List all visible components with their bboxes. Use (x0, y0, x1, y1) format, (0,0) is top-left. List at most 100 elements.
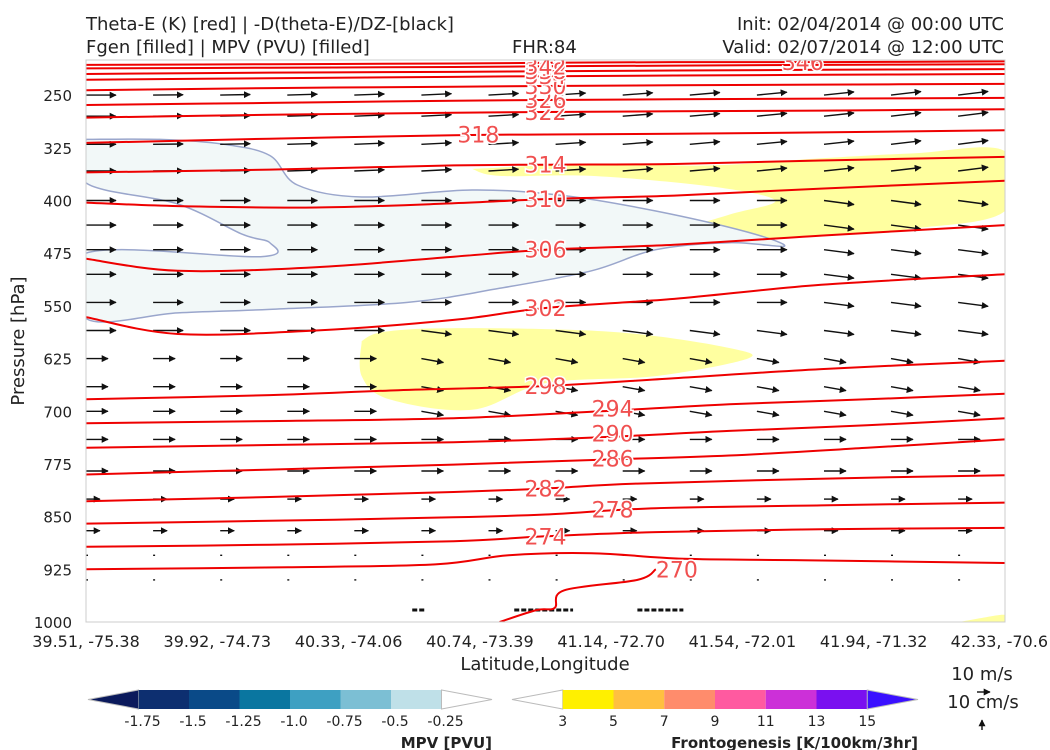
mpv-colorbar-bin (189, 690, 240, 709)
fgen-colorbar-label: Frontogenesis [K/100km/3hr] (671, 734, 918, 750)
theta-e-contour (86, 60, 1005, 66)
wind-vector (555, 111, 587, 119)
y-axis-label: Pressure [hPa] (8, 276, 29, 405)
contour-label: 322 (525, 101, 567, 126)
theta-e-contour (86, 359, 1005, 401)
contour-label: 306 (525, 239, 567, 264)
wind-vector (421, 139, 453, 147)
mpv-colorbar-bin (391, 690, 442, 709)
wind-vector (823, 110, 855, 118)
contour-label: 342 (525, 55, 567, 80)
mpv-colorbar-tick: -1.5 (179, 714, 206, 730)
contour-label: 270 (656, 558, 698, 583)
y-tick-label: 625 (43, 351, 72, 369)
x-tick-label: 41.14, -72.70 (557, 632, 665, 651)
wind-vector (555, 357, 579, 365)
wind-vector (957, 386, 981, 393)
mpv-colorbar-tick: -0.5 (381, 714, 408, 730)
mpv-colorbar-tick: -1.75 (124, 714, 160, 730)
contour-label: 338 (525, 60, 567, 85)
wind-vector (555, 90, 587, 98)
wind-vector (823, 224, 855, 232)
fgen-colorbar-bin (816, 690, 868, 709)
contour-label: 294 (592, 397, 634, 422)
y-tick-label: 400 (43, 193, 72, 211)
wind-vector (890, 109, 922, 117)
wind-vector (555, 386, 579, 393)
fgen-colorbar-tick: 11 (757, 714, 775, 730)
wind-vector (958, 249, 989, 257)
fgen-colorbar-tick: 5 (609, 714, 618, 730)
wind-vector (421, 329, 453, 338)
y-tick-label: 250 (43, 87, 72, 105)
wind-vector (622, 386, 646, 393)
wind-vector (890, 329, 922, 338)
mpv-region (86, 138, 786, 323)
wind-vector (689, 110, 721, 118)
contour-label: 298 (525, 375, 567, 400)
wind-vector (890, 249, 922, 257)
wind-vector (823, 410, 847, 418)
init-time: Init: 02/04/2014 @ 00:00 UTC (736, 14, 1004, 35)
fgen-region (359, 328, 753, 411)
contour-label: 334 (525, 65, 567, 90)
wind-vector (555, 329, 587, 338)
y-tick-label: 475 (43, 245, 72, 263)
wind-vector (488, 166, 520, 174)
x-tick-label: 40.74, -73.39 (426, 632, 534, 651)
mpv-colorbar-bin (138, 690, 189, 709)
mpv-colorbar-tick: -1.0 (280, 714, 307, 730)
contour-label: 314 (525, 154, 567, 179)
wind-vector (823, 199, 855, 208)
wind-vector (890, 88, 922, 96)
x-tick-label: 39.92, -74.73 (164, 632, 272, 651)
contour-label: 278 (592, 499, 634, 524)
wind-vector (890, 273, 922, 281)
mpv-colorbar-tick: -1.25 (225, 714, 261, 730)
wind-vector (957, 410, 981, 418)
wind-vector (756, 386, 780, 393)
theta-e-contour (86, 179, 1005, 209)
wind-vector (287, 111, 318, 119)
fgen-colorbar-cap (511, 689, 564, 710)
x-tick-label: 40.33, -74.06 (295, 632, 403, 651)
wind-vector (354, 90, 385, 98)
wind-vector (622, 138, 654, 146)
theta-e-contour (86, 552, 1005, 571)
theta-e-contour (86, 438, 1005, 476)
mpv-colorbar-bin (290, 690, 341, 709)
x-tick-label: 39.51, -75.38 (32, 632, 140, 651)
wind-vector (890, 224, 922, 232)
wind-vector (421, 90, 453, 98)
y-tick-label: 550 (43, 298, 72, 316)
contour-label: 302 (525, 297, 567, 322)
valid-time: Valid: 02/07/2014 @ 12:00 UTC (722, 37, 1004, 58)
x-tick-label: 41.94, -71.32 (820, 632, 928, 651)
contour-label: 318 (457, 124, 499, 149)
wind-vector (220, 91, 251, 99)
contour-label: 310 (525, 188, 567, 213)
wind-vector (958, 301, 989, 309)
wind-vector (823, 273, 855, 281)
wind-vector (756, 357, 780, 365)
theta-e-contour (86, 63, 1005, 70)
fgen-colorbar-bin (765, 690, 817, 709)
wind-vector (689, 410, 713, 418)
vector-key-label-bottom: 10 cm/s (947, 692, 1019, 713)
wind-vector (890, 386, 914, 393)
wind-vector (756, 165, 788, 173)
wind-vector (689, 329, 721, 338)
contour-label: 346 (782, 51, 824, 76)
plot-frame (85, 59, 1006, 623)
fgen-colorbar-bin (715, 690, 766, 709)
wind-vector (958, 88, 989, 96)
wind-vector (823, 138, 855, 146)
theta-e-contour (86, 417, 1005, 449)
theta-e-contour (86, 392, 1005, 425)
wind-vector (756, 110, 788, 118)
wind-vector (958, 164, 989, 172)
fgen-colorbar-bin (613, 690, 665, 709)
mpv-colorbar-cap (441, 689, 493, 710)
wind-vector (756, 410, 780, 418)
